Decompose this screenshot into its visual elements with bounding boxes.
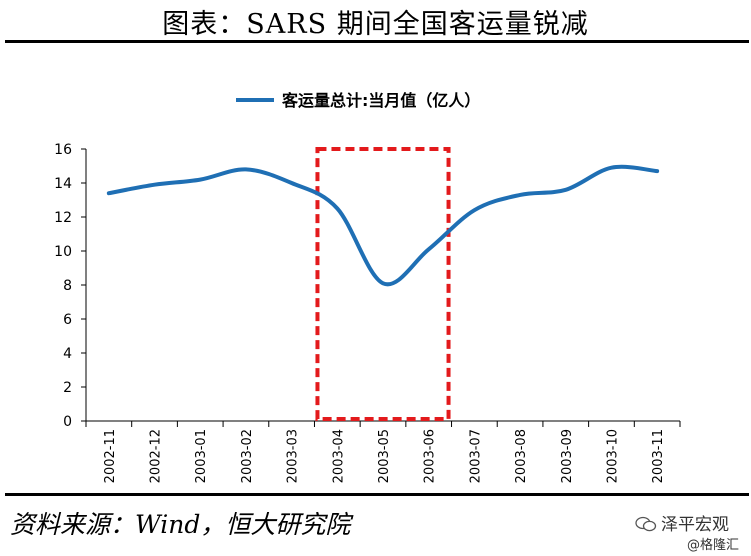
y-tick-label: 8 <box>63 278 72 294</box>
y-tick-label: 2 <box>63 380 72 396</box>
x-tick-label: 2003-07 <box>468 429 483 483</box>
source-note: 资料来源：Wind，恒大研究院 <box>10 510 351 539</box>
highlight-box <box>315 147 451 421</box>
x-tick-label: 2003-08 <box>514 429 529 483</box>
watermark-main: 泽平宏观 <box>661 515 729 535</box>
legend-label: 客运量总计:当月值（亿人） <box>282 91 480 110</box>
x-tick-label: 2003-09 <box>560 429 575 483</box>
highlight-rect <box>315 147 451 421</box>
bottom-rule <box>5 493 749 496</box>
watermark-sub: @格隆汇 <box>686 538 739 553</box>
y-tick-label: 10 <box>54 244 72 260</box>
y-tick-label: 12 <box>54 210 72 226</box>
y-tick-label: 4 <box>63 346 72 362</box>
x-tick-label: 2003-01 <box>194 429 209 483</box>
legend: 客运量总计:当月值（亿人） <box>236 91 480 110</box>
y-tick-label: 14 <box>54 176 72 192</box>
x-tick-label: 2003-05 <box>377 429 392 483</box>
y-tick-label: 16 <box>54 142 72 158</box>
y-tick-label: 0 <box>63 414 72 430</box>
top-rule <box>5 40 749 43</box>
y-tick-label: 6 <box>63 312 72 328</box>
x-tick-label: 2003-02 <box>240 429 255 483</box>
watermark: 泽平宏观 <box>635 510 729 535</box>
x-tick-label: 2003-06 <box>423 429 438 483</box>
x-tick-label: 2003-11 <box>651 429 666 483</box>
series-group <box>106 164 660 287</box>
x-tick-label: 2003-03 <box>286 429 301 483</box>
page-title: 图表：SARS 期间全国客运量锐减 <box>162 9 589 40</box>
wechat-icon <box>635 516 657 532</box>
series-line <box>106 164 660 287</box>
x-tick-label: 2002-12 <box>149 429 164 483</box>
x-tick-label: 2003-04 <box>331 429 346 483</box>
axes: 0 2 4 6 8 10 12 14 16 2002-11 2002-12 2003-01 2003-0… <box>54 142 681 483</box>
x-tick-label: 2003-10 <box>605 429 620 483</box>
x-tick-label: 2002-11 <box>103 429 118 483</box>
